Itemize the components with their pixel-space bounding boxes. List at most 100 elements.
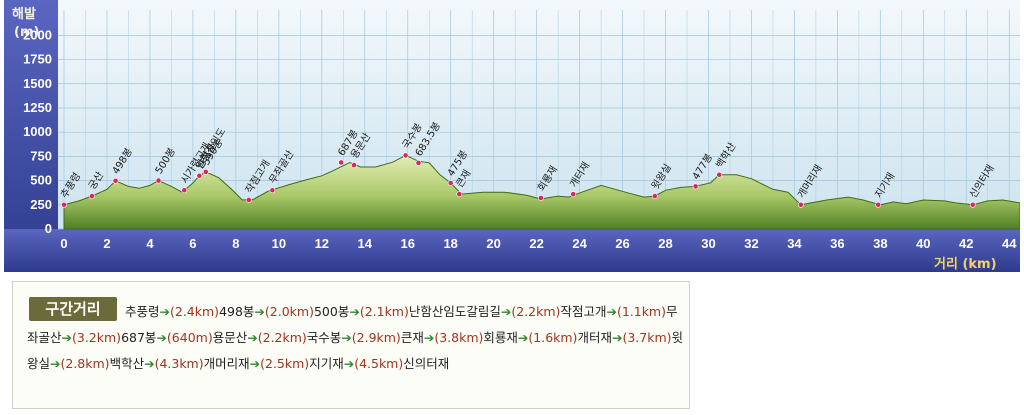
route-arrow-icon: ➔ <box>50 356 61 371</box>
route-place: 난함산임도갈림길 <box>408 304 501 319</box>
route-place: 687봉 <box>121 330 157 345</box>
x-tick-label: 0 <box>60 236 67 251</box>
x-tick-label: 14 <box>358 236 373 251</box>
route-distance: (2.2km) <box>257 330 307 345</box>
route-distance: (4.3km) <box>154 356 204 371</box>
route-place: 작점고개 <box>560 304 607 319</box>
x-tick-label: 24 <box>572 236 587 251</box>
x-tick-label: 36 <box>830 236 844 251</box>
route-arrow-icon: ➔ <box>341 330 352 345</box>
route-arrow-icon: ➔ <box>343 356 355 371</box>
route-place: 용문산 <box>212 330 248 345</box>
waypoint-marker <box>351 162 357 168</box>
route-place: 윗왕실 <box>27 330 684 371</box>
x-axis-band <box>4 229 1020 272</box>
x-tick-label: 44 <box>1002 236 1017 251</box>
route-distance: (4.5km) <box>354 356 404 371</box>
y-tick-label: 1500 <box>23 76 52 91</box>
route-distance: (2.4km) <box>170 304 220 319</box>
route-distance: (1.1km) <box>616 304 666 319</box>
waypoint-marker <box>875 201 882 208</box>
route-place: 498봉 <box>219 304 255 319</box>
y-tick-label: 1000 <box>23 124 52 139</box>
waypoint-marker <box>651 193 658 199</box>
route-place: 신의터재 <box>403 356 450 371</box>
waypoint-marker <box>538 195 544 201</box>
x-axis-label: 거리 (km) <box>934 256 997 272</box>
waypoint-marker <box>181 187 188 194</box>
waypoint-marker <box>969 201 976 208</box>
waypoint-marker <box>797 201 804 208</box>
x-tick-label: 20 <box>486 236 500 251</box>
waypoint-marker <box>202 168 209 175</box>
route-distance: (640m) <box>166 330 213 345</box>
route-place: 백학산 <box>109 356 145 371</box>
x-tick-label: 34 <box>787 236 802 251</box>
x-tick-label: 26 <box>615 236 629 251</box>
waypoint-marker <box>716 171 723 178</box>
route-distance: (3.2km) <box>72 330 122 345</box>
route-panel-title: 구간거리 <box>29 297 117 321</box>
route-distance: (3.7km) <box>622 330 672 345</box>
route-arrow-icon: ➔ <box>611 330 623 345</box>
route-place: 지기재 <box>309 356 344 371</box>
x-tick-label: 12 <box>315 236 329 251</box>
route-place: 큰재 <box>400 330 424 345</box>
waypoint-marker <box>245 197 252 203</box>
waypoint-marker <box>155 177 162 184</box>
waypoint-marker <box>415 159 422 166</box>
route-arrow-icon: ➔ <box>61 330 72 345</box>
route-distance: (2.5km) <box>260 356 310 371</box>
waypoint-marker <box>269 187 276 194</box>
waypoint-marker <box>196 172 203 179</box>
x-tick-labels: 0 2 4 6 8 10 12 14 16 18 20 22 24 26 28 30 32 34 36 38 40 42 4… <box>60 236 1017 251</box>
waypoint-marker <box>456 191 463 198</box>
y-tick-label: 500 <box>30 173 52 188</box>
x-tick-label: 42 <box>959 236 973 251</box>
route-place: 개터재 <box>577 330 612 345</box>
y-tick-label: 250 <box>30 197 52 212</box>
x-tick-label: 32 <box>744 236 758 251</box>
route-arrow-icon: ➔ <box>247 330 258 345</box>
route-place: 회룡재 <box>483 330 518 345</box>
route-arrow-icon: ➔ <box>606 304 617 319</box>
waypoint-marker <box>402 152 409 159</box>
x-tick-label: 30 <box>701 236 715 251</box>
route-distance: (2.1km) <box>359 304 409 319</box>
route-arrow-icon: ➔ <box>423 330 435 345</box>
route-place: 개머리재 <box>203 356 250 371</box>
x-tick-label: 2 <box>103 236 110 251</box>
y-tick-labels: 0 250 500 750 1000 1250 1500 1750 2000 <box>23 27 52 236</box>
x-tick-label: 4 <box>146 236 154 251</box>
elevation-area <box>63 154 1020 230</box>
x-tick-label: 28 <box>658 236 672 251</box>
route-arrow-icon: ➔ <box>349 304 360 319</box>
x-tick-label: 8 <box>232 236 239 251</box>
route-arrow-icon: ➔ <box>517 330 529 345</box>
route-place: 무좌골산 <box>27 304 678 345</box>
waypoint-marker <box>570 191 577 198</box>
y-tick-label: 0 <box>45 221 52 236</box>
route-distance: (2.8km) <box>60 356 110 371</box>
route-arrow-icon: ➔ <box>249 356 261 371</box>
route-arrow-icon: ➔ <box>254 304 265 319</box>
x-tick-label: 18 <box>443 236 457 251</box>
waypoint-marker <box>338 159 345 166</box>
route-place: 추풍령 <box>125 304 160 319</box>
x-tick-label: 10 <box>272 236 286 251</box>
waypoint-marker <box>692 183 699 190</box>
route-arrow-icon: ➔ <box>500 304 512 319</box>
y-tick-label: 750 <box>30 148 52 163</box>
waypoint-marker <box>61 201 67 208</box>
x-tick-label: 22 <box>529 236 543 251</box>
waypoint-marker <box>89 193 95 199</box>
route-arrow-icon: ➔ <box>159 304 170 319</box>
y-tick-label: 1250 <box>23 100 52 115</box>
route-place: 500봉 <box>313 304 350 319</box>
route-distance: (2.2km) <box>511 304 561 319</box>
route-segment-list: 추풍령➔(2.4km)498봉➔(2.0km)500봉➔(2.1km)난함산임도… <box>27 299 687 377</box>
waypoint-marker <box>447 180 454 186</box>
y-axis-label: 해발 <box>12 6 36 22</box>
route-distance: (2.0km) <box>264 304 314 319</box>
